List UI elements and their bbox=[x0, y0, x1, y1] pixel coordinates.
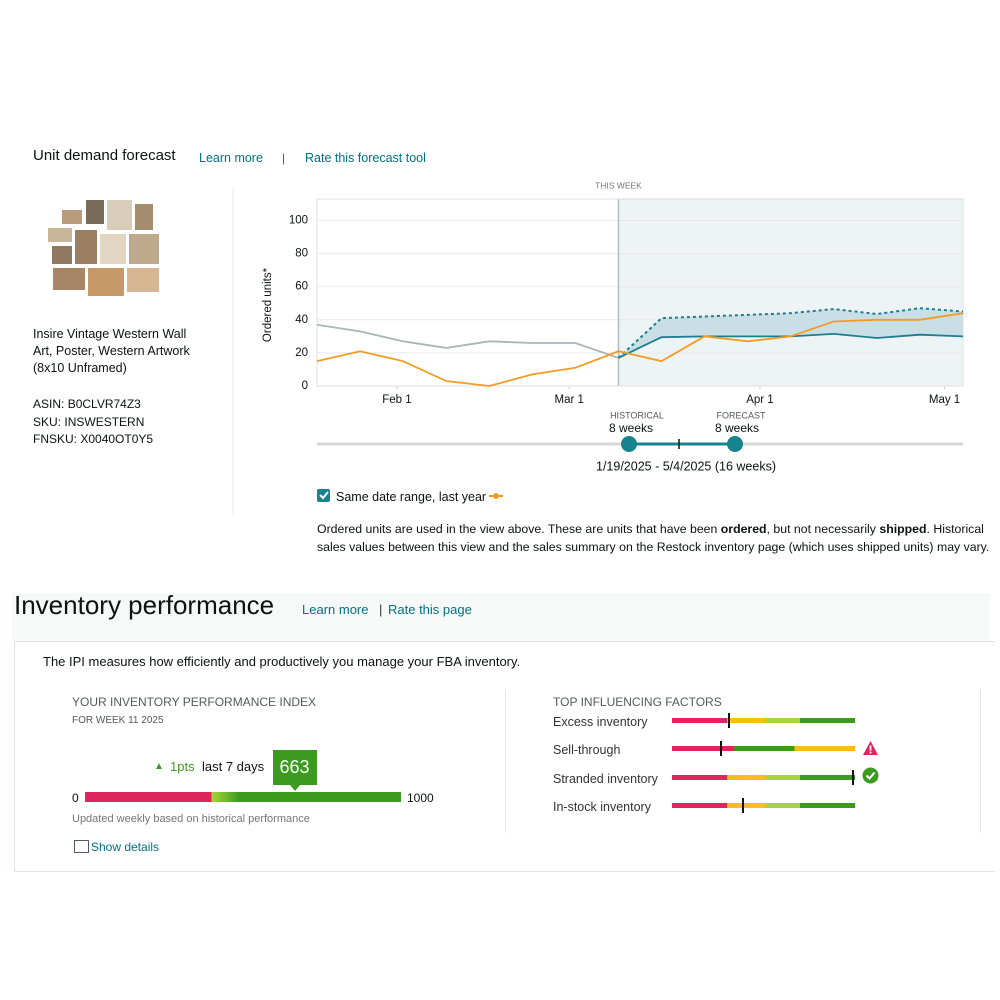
ipi-header-band bbox=[12, 593, 990, 641]
series-line bbox=[316, 312, 964, 387]
asin: ASIN: B0CLVR74Z3 bbox=[33, 396, 141, 412]
x-tick-label: Mar 1 bbox=[555, 394, 584, 406]
details-icon bbox=[74, 840, 89, 853]
y-axis-label: Ordered units* bbox=[262, 267, 274, 342]
y-tick-label: 100 bbox=[289, 215, 308, 227]
asin-value: B0CLVR74Z3 bbox=[67, 397, 141, 411]
ipi-week: FOR WEEK 11 2025 bbox=[72, 715, 164, 726]
factor-bar bbox=[672, 803, 855, 808]
note-bold: ordered bbox=[720, 522, 767, 536]
ipi-updated: Updated weekly based on historical perfo… bbox=[72, 813, 310, 825]
factor-name: Stranded inventory bbox=[553, 772, 658, 786]
sku-label: SKU: bbox=[33, 415, 62, 429]
separator: | bbox=[379, 602, 383, 617]
asin-label: ASIN: bbox=[33, 397, 65, 411]
product-image bbox=[48, 200, 159, 296]
factor-bar bbox=[672, 746, 855, 751]
factor-marker bbox=[720, 741, 723, 756]
separator: | bbox=[282, 151, 286, 165]
note-text: Ordered units are used in the view above… bbox=[317, 522, 721, 536]
divider bbox=[980, 690, 981, 833]
up-arrow: ▲ bbox=[154, 761, 164, 772]
note-text: . Historical sales values between this v… bbox=[317, 522, 990, 554]
this-week-label: THIS WEEK bbox=[595, 180, 642, 190]
x-tick-label: May 1 bbox=[929, 394, 960, 406]
historical-label: HISTORICAL bbox=[610, 410, 664, 420]
slider-handle[interactable] bbox=[727, 436, 743, 452]
factor-bar bbox=[672, 775, 855, 780]
checkmark bbox=[319, 491, 329, 500]
ipi-change-period: last 7 days bbox=[202, 759, 265, 774]
note-bold: shipped bbox=[879, 522, 927, 536]
factor-bar bbox=[672, 718, 855, 723]
fnsku-label: FNSKU: bbox=[33, 432, 78, 446]
y-tick-label: 0 bbox=[302, 380, 308, 392]
ipi-score-badge: 663 bbox=[272, 750, 317, 791]
checkbox[interactable] bbox=[317, 489, 330, 502]
factor-name: In-stock inventory bbox=[553, 800, 651, 814]
date-range: 1/19/2025 - 5/4/2025 (16 weeks) bbox=[596, 459, 776, 473]
series-line bbox=[617, 307, 964, 359]
warning-icon bbox=[863, 741, 878, 755]
forecast-weeks: 8 weeks bbox=[715, 421, 759, 435]
factor-name: Excess inventory bbox=[553, 715, 648, 729]
forecast-region bbox=[618, 199, 963, 386]
ipi-change: 1pts bbox=[170, 759, 195, 774]
factor-marker bbox=[727, 713, 730, 728]
factor-marker bbox=[742, 798, 745, 813]
divider bbox=[505, 690, 506, 833]
y-tick-label: 60 bbox=[295, 281, 308, 293]
note-text: , but not necessarily bbox=[766, 522, 880, 536]
ipi-heading: YOUR INVENTORY PERFORMANCE INDEX bbox=[72, 695, 317, 709]
ipi-card bbox=[14, 641, 995, 872]
series-line bbox=[316, 323, 619, 359]
y-tick-label: 80 bbox=[295, 248, 308, 260]
learn-more-link[interactable]: Learn more bbox=[302, 602, 369, 617]
factors-heading: TOP INFLUENCING FACTORS bbox=[553, 695, 722, 709]
badge-pointer bbox=[289, 785, 300, 791]
sku: SKU: INSWESTERN bbox=[33, 414, 144, 430]
ipi-score: 663 bbox=[272, 750, 317, 785]
plot-border bbox=[316, 198, 964, 387]
forecast-label: FORECAST bbox=[716, 410, 766, 420]
plot: 0 20 40 60 80 100 Ordered units* Feb 1 Mar 1 Apr … bbox=[262, 180, 964, 406]
fnsku-value: X0040OT0Y5 bbox=[80, 432, 154, 446]
check-icon bbox=[862, 767, 879, 784]
date-range-slider: HISTORICAL 8 weeks FORECAST 8 weeks 1/19… bbox=[317, 410, 963, 473]
historical-weeks: 8 weeks bbox=[609, 421, 653, 435]
factor-marker bbox=[852, 770, 855, 785]
learn-more-link[interactable]: Learn more bbox=[199, 151, 263, 165]
sku-value: INSWESTERN bbox=[64, 415, 145, 429]
legend-dot bbox=[493, 493, 499, 499]
fnsku: FNSKU: X0040OT0Y5 bbox=[33, 431, 153, 447]
y-tick-label: 40 bbox=[295, 314, 308, 326]
show-details-link[interactable]: Show details bbox=[91, 840, 160, 854]
ipi-bar bbox=[85, 792, 401, 802]
x-tick-label: Apr 1 bbox=[746, 394, 774, 406]
ipi-description: The IPI measures how efficiently and pro… bbox=[43, 654, 521, 669]
rate-link[interactable]: Rate this forecast tool bbox=[305, 151, 426, 165]
checkbox-label[interactable]: Same date range, last year bbox=[336, 490, 487, 504]
factor-name: Sell-through bbox=[553, 743, 621, 757]
slider-handle[interactable] bbox=[621, 436, 637, 452]
rate-link[interactable]: Rate this page bbox=[388, 602, 472, 617]
product-name: Insire Vintage Western Wall Art, Poster,… bbox=[33, 327, 190, 375]
y-tick-label: 20 bbox=[295, 347, 308, 359]
x-tick-label: Feb 1 bbox=[382, 394, 411, 406]
ipi-title: Inventory performance bbox=[14, 590, 275, 620]
ipi-min: 0 bbox=[72, 791, 79, 805]
forecast-title: Unit demand forecast bbox=[33, 147, 176, 164]
ipi-max: 1000 bbox=[407, 791, 434, 805]
note: Ordered units are used in the view above… bbox=[317, 520, 997, 556]
